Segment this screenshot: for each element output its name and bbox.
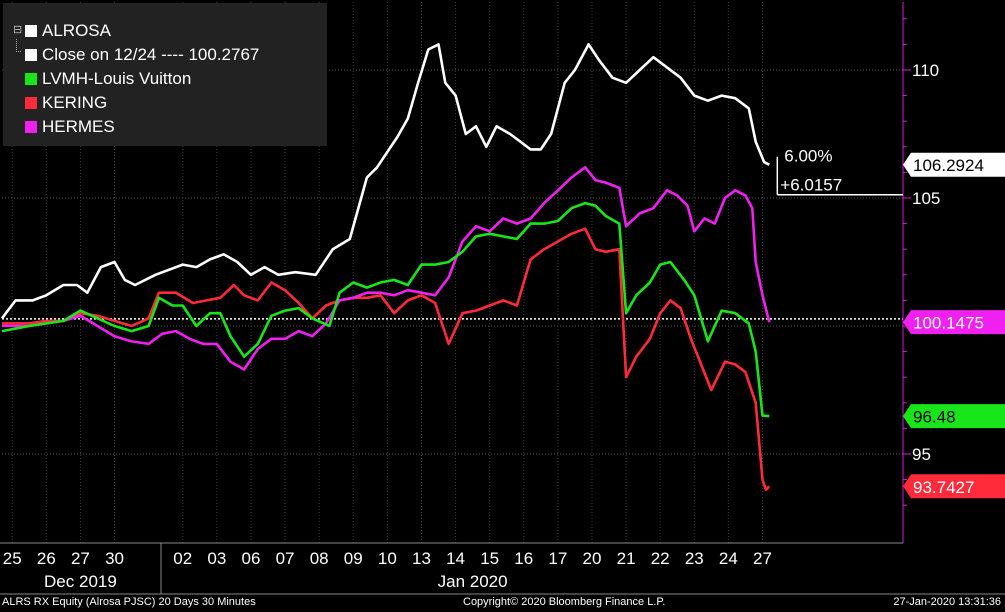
x-tick-label: 23: [685, 549, 704, 568]
legend-item-hermes[interactable]: HERMES: [25, 116, 115, 138]
series-line-lvmh-louis-vuitton: [1, 201, 770, 418]
footer-copyright: Copyright© 2020 Bloomberg Finance L.P.: [463, 596, 666, 608]
last-value-tag-bg: [903, 404, 1005, 429]
legend-swatch-icon: [25, 121, 37, 133]
legend-item-lvmh[interactable]: LVMH-Louis Vuitton: [25, 68, 191, 90]
legend-swatch-icon: [25, 73, 37, 85]
last-value-tag: 93.7427: [903, 474, 1005, 499]
legend-swatch-icon: [25, 97, 37, 109]
x-tick-label: 20: [583, 549, 602, 568]
last-value-tag-bg: [903, 310, 1005, 335]
legend-item-kering[interactable]: KERING: [25, 92, 107, 114]
x-tick-label: 13: [412, 549, 431, 568]
series-line-hermes: [2, 166, 771, 371]
last-value-tag-bg: [903, 474, 1005, 499]
x-tick-label: 14: [446, 549, 465, 568]
x-tick-label: 25: [3, 549, 22, 568]
x-tick-label: 08: [310, 549, 329, 568]
x-group-label: Dec 2019: [44, 572, 117, 591]
x-tick-label: 24: [719, 549, 738, 568]
legend-label: KERING: [42, 93, 108, 112]
last-value-tag-text: 93.7427: [913, 478, 974, 497]
y-tick-label: 110: [912, 61, 939, 80]
x-tick-label: 17: [548, 549, 567, 568]
collapse-icon[interactable]: ⊟: [13, 24, 23, 36]
legend-label: LVMH-Louis Vuitton: [42, 69, 192, 88]
x-tick-label: 16: [514, 549, 533, 568]
legend-item-alrosa[interactable]: ALROSA: [25, 20, 111, 42]
tree-connector: [16, 39, 21, 52]
footer-security-info: ALRS RX Equity (Alrosa PJSC) 20 Days 30 …: [2, 596, 256, 608]
change-percent: 6.00%: [784, 147, 832, 166]
chart-series-lines: [0, 43, 771, 492]
legend-label: Close on 12/24 ---- 100.2767: [42, 45, 260, 64]
x-tick-label: 27: [753, 549, 772, 568]
last-value-tag-text: 96.48: [913, 408, 956, 427]
legend-swatch-icon: [25, 49, 37, 61]
last-value-tag-text: 106.2924: [913, 156, 984, 175]
last-value-tag-bg: [903, 152, 1005, 177]
legend-label: HERMES: [42, 117, 115, 136]
x-tick-label: 15: [480, 549, 499, 568]
last-value-tag: 106.2924: [903, 152, 1005, 177]
chart-legend: ⊟ ALROSA Close on 12/24 ---- 100.2767 LV…: [3, 3, 327, 146]
footer-timestamp: 27-Jan-2020 13:31:36: [893, 596, 1001, 608]
x-tick-label: 09: [344, 549, 363, 568]
x-tick-label: 06: [241, 549, 260, 568]
x-tick-label: 22: [651, 549, 670, 568]
y-tick-label: 95: [912, 445, 931, 464]
last-value-tag: 96.48: [903, 404, 1005, 429]
x-tick-label: 10: [378, 549, 397, 568]
legend-label: ALROSA: [42, 21, 111, 40]
x-tick-label: 21: [617, 549, 636, 568]
last-value-tag: 100.1475: [903, 310, 1005, 335]
x-tick-label: 27: [71, 549, 90, 568]
last-value-tag-text: 100.1475: [913, 314, 984, 333]
x-tick-label: 30: [105, 549, 124, 568]
series-line-kering: [2, 227, 771, 492]
x-tick-label: 03: [207, 549, 226, 568]
change-value: +6.0157: [780, 176, 842, 195]
x-group-label: Jan 2020: [438, 572, 508, 591]
chart-labels: 106.2924 96.48 93.7427 100.1475 6.00% +6.0157: [776, 147, 1005, 499]
legend-swatch-icon: [25, 25, 37, 37]
x-tick-label: 02: [173, 549, 192, 568]
legend-item-close[interactable]: Close on 12/24 ---- 100.2767: [25, 44, 259, 66]
x-tick-label: 07: [276, 549, 295, 568]
y-tick-label: 105: [912, 189, 940, 208]
chart-axes: 95 105 110 25 26 27 30 02 03 06 07 08 09 10 13 14 15 16 17…: [0, 2, 1005, 595]
series-line-alrosa: [0, 43, 770, 320]
x-tick-label: 26: [37, 549, 56, 568]
